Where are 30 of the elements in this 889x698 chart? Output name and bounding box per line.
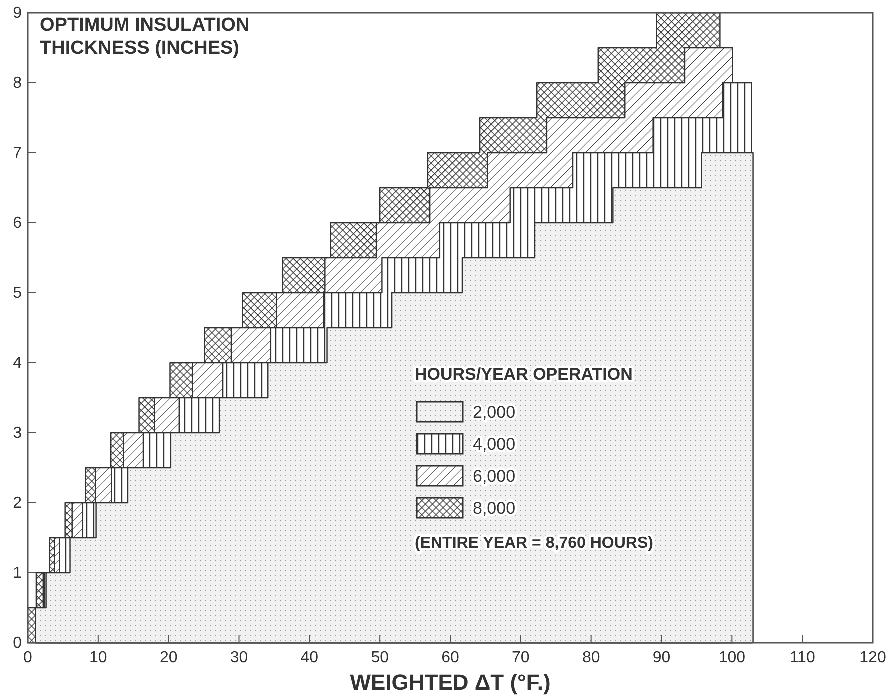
- x-tick-label: 120: [860, 649, 886, 666]
- x-tick-label: 20: [160, 649, 178, 666]
- y-axis-title: OPTIMUM INSULATION THICKNESS (INCHES): [40, 15, 250, 59]
- x-tick-label: 50: [371, 649, 390, 666]
- y-tick-label: 2: [13, 495, 22, 512]
- legend-label: 6,000: [473, 467, 516, 486]
- y-tick-label: 4: [13, 355, 22, 372]
- y-tick-label: 3: [13, 425, 22, 442]
- x-tick-label: 70: [512, 649, 530, 666]
- annotation: (ENTIRE YEAR = 8,760 HOURS): [415, 535, 654, 552]
- x-tick-label: 10: [90, 649, 108, 666]
- x-axis-title: WEIGHTED ΔT (°F.): [350, 670, 551, 695]
- y-tick-label: 1: [13, 565, 22, 582]
- x-tick-label: 90: [652, 649, 671, 666]
- x-tick-label: 110: [790, 649, 816, 666]
- x-tick-label: 40: [300, 649, 319, 666]
- legend-title: HOURS/YEAR OPERATION: [415, 365, 633, 384]
- y-tick-label: 9: [13, 5, 22, 22]
- x-tick-label: 30: [230, 649, 248, 666]
- y-tick-label: 0: [13, 635, 22, 652]
- y-tick-label: 6: [13, 215, 22, 232]
- x-tick-label: 100: [718, 649, 746, 666]
- legend-label: 4,000: [473, 435, 516, 454]
- legend-label: 8,000: [473, 499, 516, 518]
- legend-label: 2,000: [473, 403, 516, 422]
- x-tick-label: 80: [582, 649, 600, 666]
- y-tick-label: 7: [13, 145, 22, 162]
- x-tick-label: 60: [442, 649, 460, 666]
- y-tick-label: 5: [13, 285, 22, 302]
- y-tick-label: 8: [13, 75, 22, 92]
